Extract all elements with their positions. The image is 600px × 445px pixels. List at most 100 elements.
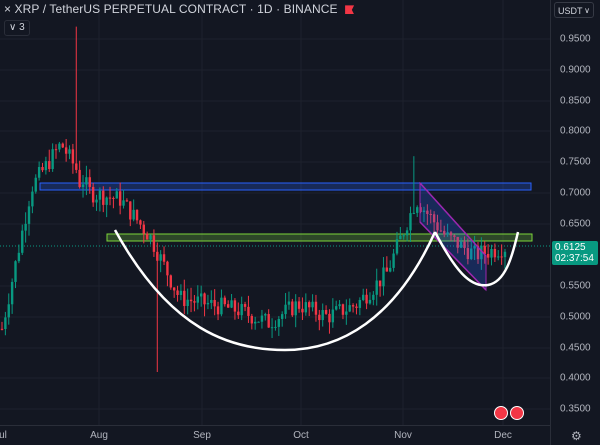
candle-body <box>284 304 287 315</box>
currency-label: USDT <box>558 6 583 16</box>
event-icon[interactable] <box>510 406 524 420</box>
candle-body <box>44 161 48 171</box>
candle-body <box>392 253 395 268</box>
candle-body <box>58 143 61 150</box>
candle-body <box>416 207 419 213</box>
price-tick: 0.9000 <box>560 64 591 76</box>
candle-body <box>422 210 426 212</box>
candle-body <box>355 306 358 308</box>
candle-body <box>486 253 490 258</box>
candle-body <box>122 200 125 206</box>
last-price-value: 0.6125 <box>555 242 586 253</box>
settings-gear-icon[interactable]: ⚙ <box>571 429 582 443</box>
candle-body <box>108 197 112 199</box>
candle-body <box>378 280 382 287</box>
symbol-title[interactable]: × XRP / TetherUS PERPETUAL CONTRACT · 1D… <box>4 2 355 16</box>
candlestick-chart[interactable] <box>0 0 550 425</box>
candle-body <box>176 290 179 295</box>
event-icon[interactable] <box>494 406 508 420</box>
currency-selector[interactable]: USDT ∨ <box>554 2 594 18</box>
candle-body <box>426 210 429 214</box>
candle-body <box>145 233 149 240</box>
candle-body <box>54 149 58 151</box>
candle-body <box>166 261 169 276</box>
candle-body <box>483 245 486 254</box>
candle-body <box>149 235 152 240</box>
time-tick: Sep <box>193 430 211 441</box>
candle-body <box>456 236 459 248</box>
price-tick: 0.9500 <box>560 33 591 45</box>
chart-pane[interactable]: × XRP / TetherUS PERPETUAL CONTRACT · 1D… <box>0 0 550 425</box>
candle-body <box>470 248 473 260</box>
candle-body <box>61 143 64 148</box>
candle-body <box>490 248 493 258</box>
candle-body <box>497 256 500 258</box>
candle-body <box>206 302 210 305</box>
candle-body <box>466 248 470 260</box>
candle-body <box>493 248 497 258</box>
candle-body <box>338 304 341 307</box>
candle-body <box>365 294 368 304</box>
candle-body <box>395 239 399 254</box>
candle-body <box>321 310 324 321</box>
candle-body <box>169 275 172 288</box>
flag-icon[interactable] <box>345 5 355 15</box>
candle-body <box>135 209 139 221</box>
symbol-title-text: XRP / TetherUS PERPETUAL CONTRACT · 1D ·… <box>14 2 338 16</box>
time-tick: Nov <box>394 430 412 441</box>
candle-body <box>162 254 166 262</box>
candle-body <box>81 184 85 187</box>
candle-body <box>314 301 318 315</box>
candle-body <box>297 301 301 309</box>
candle-body <box>199 293 203 297</box>
candle-body <box>172 287 176 291</box>
candle-body <box>405 230 409 236</box>
candle-body <box>183 290 186 307</box>
candle-body <box>132 209 135 220</box>
candles <box>0 26 507 372</box>
event-icons[interactable] <box>494 406 526 425</box>
candle-body <box>78 169 81 187</box>
time-axis[interactable] <box>0 425 550 445</box>
close-icon[interactable]: × <box>4 2 12 16</box>
candle-body <box>443 230 446 235</box>
candle-body <box>253 321 257 324</box>
candle-body <box>459 241 463 248</box>
candle-body <box>382 267 385 287</box>
handle-arc[interactable] <box>433 231 520 287</box>
candle-body <box>291 301 294 316</box>
price-tick: 0.4000 <box>560 372 591 384</box>
candle-body <box>439 230 443 232</box>
candle-body <box>331 309 335 323</box>
candle-body <box>196 296 199 303</box>
candle-body <box>429 213 432 215</box>
candle-body <box>189 299 193 302</box>
candle-body <box>37 167 41 178</box>
candle-body <box>280 314 284 319</box>
indicators-toggle[interactable]: ∨ 3 <box>4 20 30 36</box>
candle-body <box>449 232 453 236</box>
time-tick: Dec <box>494 430 512 441</box>
candle-body <box>324 310 328 314</box>
candle-body <box>14 261 17 282</box>
candle-body <box>68 149 71 154</box>
price-tick: 0.8000 <box>560 125 591 137</box>
grid <box>0 0 550 425</box>
candle-body <box>436 222 439 231</box>
candle-body <box>115 191 118 199</box>
candle-body <box>7 304 10 318</box>
time-tick: Oct <box>293 430 309 441</box>
price-tick: 0.4500 <box>560 342 591 354</box>
candle-body <box>368 299 372 304</box>
candle-body <box>213 299 216 307</box>
candle-body <box>216 306 220 315</box>
price-axis[interactable] <box>550 0 600 445</box>
price-tick: 0.7000 <box>560 187 591 199</box>
candle-body <box>71 149 75 164</box>
resistance-zone-blue[interactable] <box>39 182 532 191</box>
support-zone-green[interactable] <box>106 233 533 242</box>
cup-arc[interactable] <box>113 229 437 352</box>
candle-body <box>95 199 98 203</box>
candle-body <box>226 304 230 308</box>
candle-body <box>17 252 21 262</box>
